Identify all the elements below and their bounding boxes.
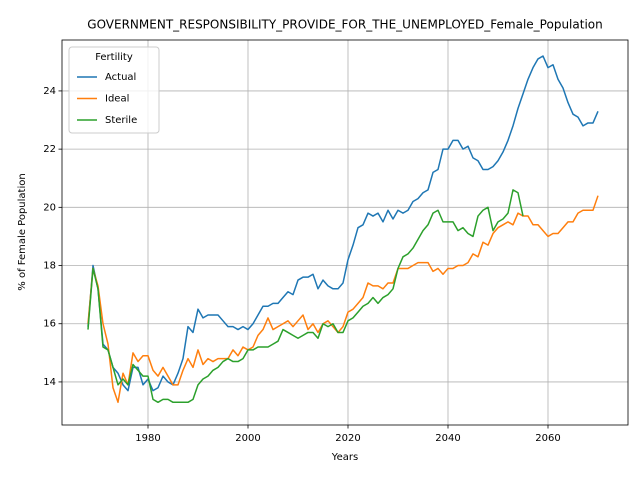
y-axis-label: % of Female Population [17,173,28,290]
legend-box [68,46,160,134]
legend-label: Ideal [105,94,129,105]
x-tick-label: 1980 [135,433,160,444]
legend-title: Fertility [95,52,133,63]
data-line [87,195,599,404]
x-tick-label: 2020 [335,433,360,444]
y-tick-label: 14 [43,377,56,388]
y-tick-label: 16 [43,319,56,330]
data-line [87,189,524,404]
y-tick-label: 22 [43,144,56,155]
chart-title: GOVERNMENT_RESPONSIBILITY_PROVIDE_FOR_TH… [87,18,602,32]
legend-label: Actual [105,72,136,83]
x-tick-label: 2000 [235,433,260,444]
plot-frame [61,39,629,426]
y-tick-label: 24 [43,86,56,97]
legend-label: Sterile [105,115,137,126]
x-tick-label: 2040 [435,433,460,444]
data-line [87,55,599,392]
y-tick-label: 18 [43,261,56,272]
x-axis-label: Years [331,452,358,463]
y-tick-label: 20 [43,202,56,213]
x-tick-label: 2060 [535,433,560,444]
